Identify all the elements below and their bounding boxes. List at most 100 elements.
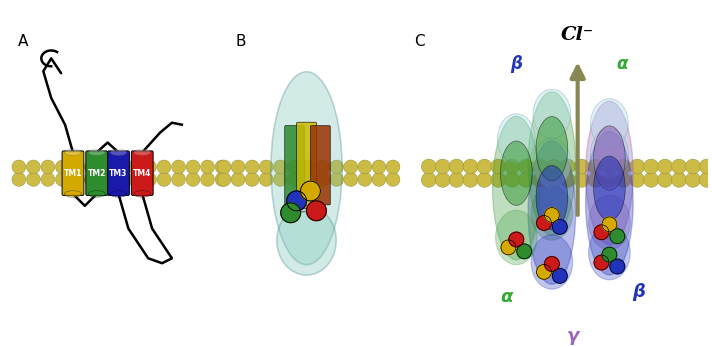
Circle shape <box>172 172 185 186</box>
Circle shape <box>546 159 561 174</box>
Ellipse shape <box>110 149 127 156</box>
Circle shape <box>658 159 673 174</box>
Circle shape <box>113 172 127 186</box>
Circle shape <box>537 264 551 279</box>
Ellipse shape <box>110 191 127 197</box>
Ellipse shape <box>536 166 567 230</box>
Ellipse shape <box>65 149 81 156</box>
Ellipse shape <box>589 195 630 249</box>
Circle shape <box>560 172 575 187</box>
Circle shape <box>602 159 617 174</box>
Text: TM1: TM1 <box>64 169 82 178</box>
Ellipse shape <box>586 101 633 245</box>
Circle shape <box>594 255 609 270</box>
Circle shape <box>517 244 532 259</box>
Circle shape <box>259 160 273 174</box>
Circle shape <box>449 172 464 187</box>
Circle shape <box>85 172 98 186</box>
Circle shape <box>699 159 712 174</box>
Circle shape <box>533 172 548 187</box>
Circle shape <box>630 159 644 174</box>
Circle shape <box>518 159 533 174</box>
Ellipse shape <box>531 235 572 289</box>
Circle shape <box>307 201 326 221</box>
Circle shape <box>546 172 561 187</box>
Circle shape <box>281 203 300 223</box>
Ellipse shape <box>271 72 342 265</box>
Circle shape <box>505 172 520 187</box>
Circle shape <box>602 247 617 262</box>
Circle shape <box>300 181 320 201</box>
FancyBboxPatch shape <box>131 151 153 195</box>
Circle shape <box>41 172 55 186</box>
Ellipse shape <box>531 186 572 240</box>
Text: α: α <box>617 55 628 73</box>
Circle shape <box>302 160 315 174</box>
Circle shape <box>463 159 478 174</box>
Text: TM2: TM2 <box>88 169 106 178</box>
Circle shape <box>386 172 400 186</box>
Circle shape <box>545 208 560 222</box>
Circle shape <box>344 172 357 186</box>
Circle shape <box>12 160 26 174</box>
Circle shape <box>113 160 127 174</box>
Circle shape <box>686 159 701 174</box>
Circle shape <box>699 172 712 187</box>
Circle shape <box>435 172 450 187</box>
Circle shape <box>588 172 603 187</box>
Circle shape <box>491 159 506 174</box>
Circle shape <box>358 160 372 174</box>
Circle shape <box>172 160 185 174</box>
Circle shape <box>157 160 171 174</box>
Text: γ: γ <box>567 328 579 346</box>
Circle shape <box>610 229 624 244</box>
Circle shape <box>435 159 450 174</box>
Ellipse shape <box>134 149 151 156</box>
Circle shape <box>501 240 515 255</box>
Circle shape <box>602 217 617 232</box>
Circle shape <box>186 160 200 174</box>
Ellipse shape <box>528 141 575 284</box>
Circle shape <box>70 160 84 174</box>
Circle shape <box>128 172 142 186</box>
Circle shape <box>201 172 214 186</box>
Ellipse shape <box>590 99 628 148</box>
Ellipse shape <box>88 191 105 197</box>
Circle shape <box>157 172 171 186</box>
Circle shape <box>686 172 701 187</box>
Circle shape <box>560 159 575 174</box>
Text: α: α <box>501 288 513 306</box>
Circle shape <box>56 160 69 174</box>
Circle shape <box>594 225 609 240</box>
Circle shape <box>671 172 686 187</box>
Text: β: β <box>632 283 646 301</box>
Circle shape <box>644 172 659 187</box>
FancyArrowPatch shape <box>572 67 584 215</box>
Circle shape <box>41 160 55 174</box>
Circle shape <box>56 172 69 186</box>
Circle shape <box>26 160 41 174</box>
Circle shape <box>602 172 617 187</box>
Circle shape <box>372 172 386 186</box>
Ellipse shape <box>134 191 151 197</box>
Ellipse shape <box>536 117 567 181</box>
Ellipse shape <box>533 138 571 188</box>
Ellipse shape <box>88 149 105 156</box>
Circle shape <box>610 259 624 274</box>
Text: TM3: TM3 <box>110 169 127 178</box>
FancyBboxPatch shape <box>285 126 305 205</box>
Circle shape <box>553 269 567 283</box>
Circle shape <box>273 160 287 174</box>
Circle shape <box>553 219 567 234</box>
Circle shape <box>616 172 631 187</box>
Ellipse shape <box>594 156 625 220</box>
Circle shape <box>477 172 492 187</box>
Circle shape <box>386 160 400 174</box>
Text: B: B <box>236 34 246 49</box>
Ellipse shape <box>496 210 537 265</box>
Circle shape <box>245 160 259 174</box>
Circle shape <box>575 159 589 174</box>
Circle shape <box>477 159 492 174</box>
Circle shape <box>545 256 560 271</box>
Circle shape <box>12 172 26 186</box>
